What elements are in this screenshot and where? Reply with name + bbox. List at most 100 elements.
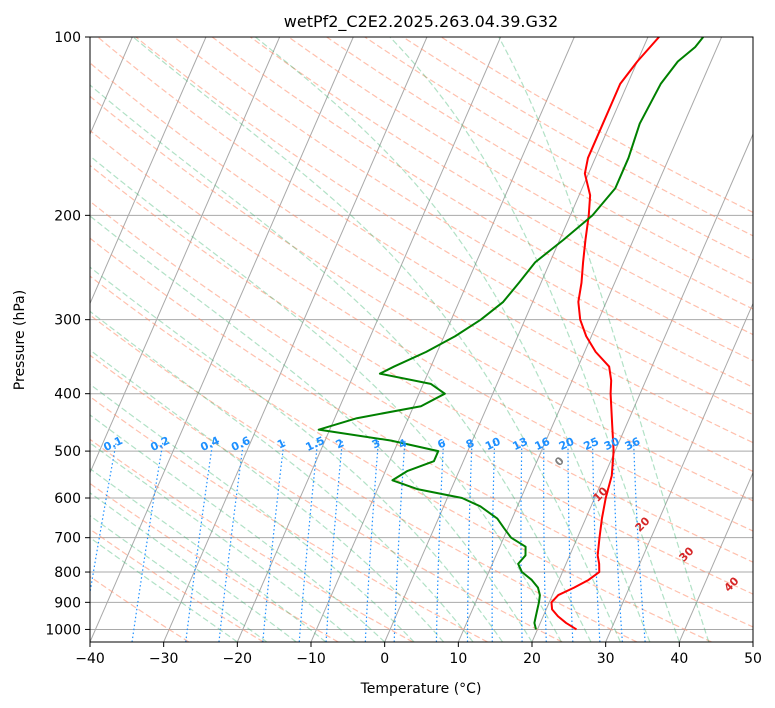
chart-title: wetPf2_C2E2.2025.263.04.39.G32 [284,12,558,32]
dry-adiabat-line [90,314,638,642]
x-tick-label: −20 [223,651,253,667]
mixing-ratio-line [185,440,214,642]
dry-adiabat-line [90,275,712,642]
dry-adiabat-line [90,438,414,642]
dry-adiabat-line [90,395,488,642]
y-tick-label: 700 [54,531,81,547]
mixing-ratio-line [612,440,623,642]
y-axis-label: Pressure (hPa) [12,290,28,390]
isotherm-line [236,37,502,642]
moist-adiabat-line [255,37,651,642]
y-tick-label: 300 [54,313,81,329]
x-tick-label: −40 [75,651,105,667]
isotherm-line [678,471,753,642]
mixing-ratio-line [131,440,164,642]
y-tick-label: 900 [54,595,81,611]
dry-adiabat-line [90,575,190,642]
moist-adiabat-line [90,215,533,642]
x-tick-label: 30 [597,651,615,667]
mixing-ratio-line [435,440,445,642]
isotherm-line [384,37,649,642]
moist-adiabat-line [90,467,327,642]
mixing-ratio-label: 36 [623,435,643,453]
dry-adiabat-line [173,37,753,388]
moist-adiabat-line [90,383,415,642]
isotherm-line [457,37,723,642]
dry-adiabat-line [90,95,753,502]
mixing-ratio-line [491,440,496,642]
moist-adiabat-line [90,492,297,642]
dry-adiabat-line [90,237,753,628]
moist-adiabat-line [90,442,356,642]
y-axis-ticks: 100 200 300 400 500 600 700 800 900 1000 [45,30,90,638]
y-tick-label: 1000 [45,622,81,638]
mixing-ratio-label: 10 [483,435,503,453]
moist-adiabat-line [90,536,238,642]
plot-frame [89,36,754,643]
isotherm-line [90,37,354,642]
dry-adiabat-line [250,37,753,336]
mixing-ratio-line [325,440,344,642]
mixing-ratio-label: 20 [557,435,577,453]
y-tick-label: 800 [54,565,81,581]
mixing-ratio-line [393,440,406,642]
mixing-ratio-line [90,440,118,597]
x-tick-label: 0 [380,651,389,667]
mixing-ratio-line [218,440,245,642]
isotherm-line [90,37,207,305]
mixing-ratio-label: 30 [602,435,622,453]
mixing-ratio-label: 25 [582,435,601,453]
dry-adiabat-line [97,37,753,444]
isotherm-line [531,132,753,642]
mixing-ratio-line [466,440,473,642]
dry-adiabat-line [90,482,339,642]
x-axis-label: Temperature (°C) [360,681,482,697]
mixing-ratio-label: 13 [511,435,530,453]
mixing-ratio-line [591,440,601,642]
isotherm-line [90,37,281,474]
isotherm-line [163,37,428,642]
y-tick-label: 500 [54,444,81,460]
mixing-ratio-label: 16 [533,435,553,453]
mixing-ratio-line [298,440,319,642]
moist-adiabat-line [90,310,474,642]
plot-area [90,37,753,642]
moist-adiabat-line [90,155,562,642]
moist-adiabat-line [90,414,386,642]
x-tick-label: 50 [744,651,762,667]
moist-adiabat-line [389,37,680,642]
mixing-ratio-line [364,440,380,642]
isotherm-line [605,302,753,642]
y-tick-label: 100 [54,30,81,46]
moist-adiabat-line [90,266,504,642]
profile-lines [317,37,704,631]
y-tick-label: 400 [54,387,81,403]
dry-adiabat-line [90,164,753,563]
mixing-ratio-line [262,440,285,642]
moist-adiabat-line [132,37,621,642]
x-tick-label: 20 [523,651,541,667]
y-tick-label: 200 [54,208,81,224]
x-tick-label: −30 [149,651,179,667]
x-tick-label: 40 [670,651,688,667]
dry-adiabat-line [288,37,753,310]
x-axis-ticks: −40 −30 −20 −10 0 10 20 30 40 50 [75,642,762,667]
dry-adiabat-line [90,129,753,532]
moist-adiabat-line [90,514,268,642]
dewpoint-profile-line [317,37,704,630]
y-tick-label: 600 [54,491,81,507]
dry-adiabat-line [326,37,753,285]
moist-adiabat-line [498,37,710,642]
x-tick-label: 10 [449,651,467,667]
isotherm-line [310,37,575,642]
background-lines [90,37,753,642]
mixing-ratio-line [543,440,547,642]
mixing-ratio-line [633,440,646,642]
mixing-ratio-line [567,440,574,642]
x-tick-label: −10 [296,651,326,667]
dry-adiabat-line [90,200,753,595]
temperature-profile-line [550,37,660,631]
moist-adiabat-line [90,84,592,642]
dry-adiabat-line [90,354,563,642]
